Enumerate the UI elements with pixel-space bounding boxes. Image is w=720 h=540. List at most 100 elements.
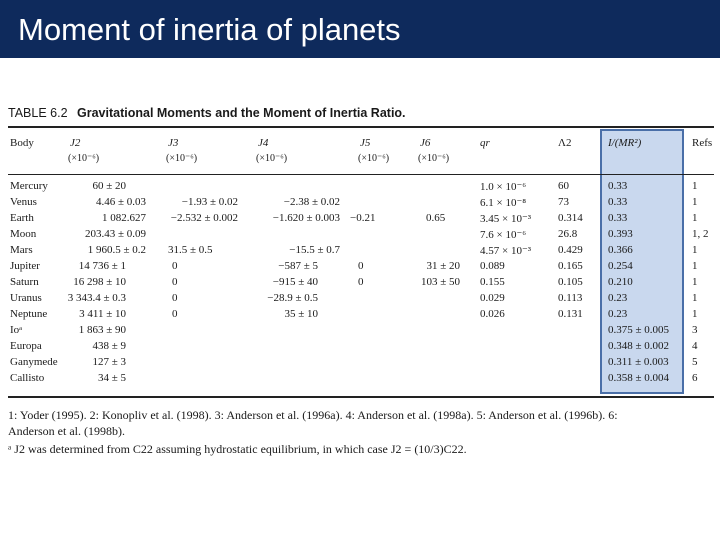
table-row: Venus 4.46 ± 0.03 −1.93 ± 0.02 −2.38 ± 0…: [8, 196, 714, 212]
cell-j4: −2.38 ± 0.02: [283, 196, 340, 208]
cell-inertia: 0.33: [608, 180, 628, 192]
cell-lambda2: 0.314: [558, 212, 583, 224]
cell-ref: 1: [692, 180, 698, 192]
cell-inertia: 0.33: [608, 212, 628, 224]
slide-title: Moment of inertia of planets: [18, 12, 401, 47]
cell-qr: 1.0 × 10⁻⁶: [480, 181, 527, 193]
cell-qr: 0.089: [480, 260, 505, 272]
cell-j2: 1 863 ± 90: [78, 324, 126, 336]
cell-inertia: 0.393: [608, 228, 633, 240]
header-j3-unit: (×10⁻⁶): [166, 153, 198, 164]
footnote-references-2: Anderson et al. (1998b).: [8, 424, 125, 438]
cell-inertia: 0.358 ± 0.004: [608, 372, 670, 384]
cell-body: Uranus: [10, 292, 42, 304]
cell-body: Neptune: [10, 308, 48, 320]
inertia-column-highlight: [600, 129, 684, 394]
table-row: Saturn 16 298 ± 10 0 −915 ± 40 0 103 ± 5…: [8, 276, 714, 292]
cell-inertia: 0.311 ± 0.003: [608, 356, 669, 368]
cell-ref: 3: [692, 324, 698, 336]
table-row: Jupiter 14 736 ± 1 0 −587 ± 5 0 31 ± 20 …: [8, 260, 714, 276]
cell-j4: −915 ± 40: [272, 276, 318, 288]
cell-j2: 4.46 ± 0.03: [95, 196, 146, 208]
cell-ref: 1: [692, 308, 698, 320]
cell-body: Ganymede: [10, 356, 58, 368]
cell-j2: 1 082.627: [102, 212, 146, 224]
header-qr: qr: [480, 137, 490, 149]
cell-lambda2: 0.113: [558, 292, 583, 304]
cell-ref: 1: [692, 212, 698, 224]
cell-body: Jupiter: [10, 260, 40, 272]
header-j5-unit: (×10⁻⁶): [358, 153, 390, 164]
cell-inertia: 0.254: [608, 260, 633, 272]
cell-j2: 1 960.5 ± 0.2: [87, 244, 146, 256]
cell-qr: 0.026: [480, 308, 505, 320]
cell-lambda2: 60: [558, 180, 569, 192]
cell-ref: 1, 2: [692, 228, 709, 240]
cell-ref: 1: [692, 292, 698, 304]
table-caption-text: Gravitational Moments and the Moment of …: [77, 106, 406, 120]
cell-inertia: 0.33: [608, 196, 628, 208]
cell-j6: 103 ± 50: [420, 276, 460, 288]
table-row: Mercury 60 ± 20 1.0 × 10⁻⁶ 60 0.33 1: [8, 180, 714, 196]
cell-qr: 7.6 × 10⁻⁶: [480, 229, 527, 241]
cell-j2: 3 411 ± 10: [79, 308, 126, 320]
cell-j4: −28.9 ± 0.5: [267, 292, 318, 304]
cell-j3: 0: [172, 292, 178, 304]
cell-ref: 5: [692, 356, 698, 368]
header-j2-unit: (×10⁻⁶): [68, 153, 100, 164]
cell-body: Mercury: [10, 180, 48, 192]
cell-lambda2: 26.8: [558, 228, 578, 240]
cell-qr: 3.45 × 10⁻³: [480, 213, 532, 225]
header-j5: J5: [360, 137, 371, 149]
footnote-io: ᵃ J2 was determined from C22 assuming hy…: [8, 442, 467, 456]
cell-body: Venus: [10, 196, 37, 208]
cell-body: Saturn: [10, 276, 39, 288]
cell-j2: 16 298 ± 10: [73, 276, 126, 288]
cell-j2: 14 736 ± 1: [78, 260, 126, 272]
header-j2: J2: [70, 137, 81, 149]
cell-ref: 6: [692, 372, 698, 384]
footnote-references-1: 1: Yoder (1995). 2: Konopliv et al. (199…: [8, 408, 618, 422]
cell-qr: 4.57 × 10⁻³: [480, 245, 532, 257]
header-j4: J4: [258, 137, 269, 149]
cell-qr: 0.155: [480, 276, 505, 288]
cell-j3: 31.5 ± 0.5: [168, 244, 213, 256]
table-top-rule: [8, 126, 714, 128]
table-header-rule: [8, 174, 714, 175]
cell-lambda2: 73: [558, 196, 569, 208]
cell-j3: 0: [172, 260, 178, 272]
table-caption: TABLE 6.2 Gravitational Moments and the …: [8, 106, 406, 120]
cell-lambda2: 0.165: [558, 260, 583, 272]
cell-inertia: 0.23: [608, 308, 628, 320]
cell-j3: 0: [172, 308, 178, 320]
cell-j4: −1.620 ± 0.003: [272, 212, 340, 224]
cell-body: Callisto: [10, 372, 45, 384]
cell-inertia: 0.348 ± 0.002: [608, 340, 670, 352]
cell-ref: 1: [692, 276, 698, 288]
cell-ref: 1: [692, 196, 698, 208]
cell-j6: 0.65: [426, 212, 446, 224]
cell-body: Mars: [10, 244, 33, 256]
cell-j4: −587 ± 5: [278, 260, 318, 272]
header-j6: J6: [420, 137, 431, 149]
cell-inertia: 0.23: [608, 292, 628, 304]
cell-j2: 127 ± 3: [92, 356, 126, 368]
title-bar: Moment of inertia of planets: [0, 0, 720, 58]
cell-j5: 0: [358, 260, 364, 272]
header-j4-unit: (×10⁻⁶): [256, 153, 288, 164]
header-refs: Refs: [692, 137, 713, 149]
table-bottom-rule: [8, 396, 714, 398]
cell-j4: 35 ± 10: [284, 308, 318, 320]
cell-ref: 1: [692, 244, 698, 256]
inertia-table: TABLE 6.2 Gravitational Moments and the …: [8, 104, 714, 464]
table-row: Uranus 3 343.4 ± 0.3 0 −28.9 ± 0.5 0.029…: [8, 292, 714, 308]
cell-body: Europa: [10, 340, 42, 352]
table-label: TABLE 6.2: [8, 106, 68, 120]
cell-lambda2: 0.131: [558, 308, 583, 320]
header-body: Body: [10, 137, 34, 149]
header-j3: J3: [168, 137, 179, 149]
table-row: Europa 438 ± 9 0.348 ± 0.002 4: [8, 340, 714, 356]
table-row: Mars 1 960.5 ± 0.2 31.5 ± 0.5 −15.5 ± 0.…: [8, 244, 714, 260]
cell-j2: 3 343.4 ± 0.3: [67, 292, 126, 304]
cell-lambda2: 0.105: [558, 276, 583, 288]
